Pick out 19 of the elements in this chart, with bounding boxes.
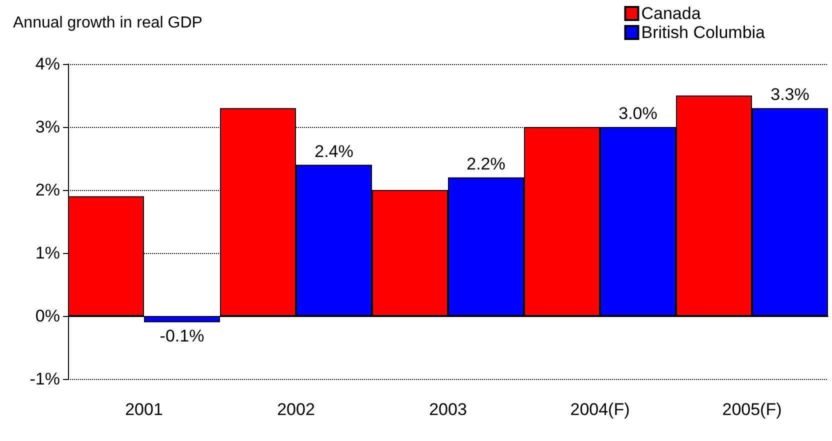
data-label: 2.4%	[314, 142, 354, 161]
data-label: 2.2%	[466, 154, 506, 174]
y-tick-label: 2%	[35, 180, 60, 200]
y-tick-label: 0%	[35, 306, 60, 326]
x-tick-label: 2003	[429, 400, 467, 419]
x-tick-label: 2001	[125, 400, 163, 419]
y-axis-title: Annual growth in real GDP	[13, 14, 202, 32]
x-tick-label: 2002	[277, 400, 315, 419]
x-tick-label: 2005(F)	[722, 400, 782, 419]
x-tick-label: 2004(F)	[570, 400, 630, 419]
y-tick-label: 1%	[35, 244, 60, 262]
data-label: 3.3%	[770, 85, 810, 104]
data-label: 3.0%	[618, 104, 658, 123]
y-tick-label: -1%	[30, 370, 60, 388]
data-label: -0.1%	[160, 326, 204, 346]
y-tick-label: 3%	[35, 118, 60, 136]
legend-label: Canada	[641, 4, 702, 23]
legend-label: British Columbia	[641, 23, 766, 42]
y-tick-label: 4%	[35, 54, 60, 74]
